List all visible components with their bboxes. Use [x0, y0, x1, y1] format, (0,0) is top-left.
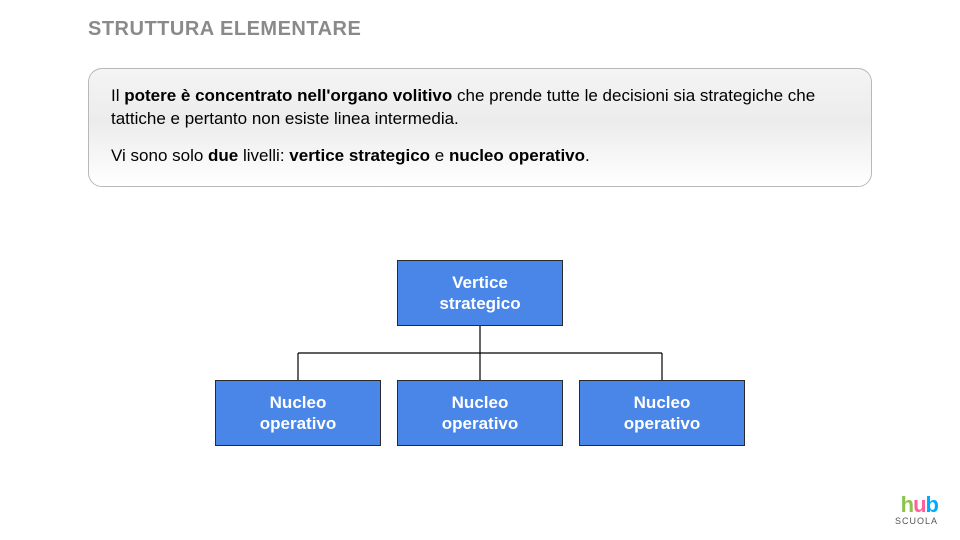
- logo-letter-u: u: [913, 492, 925, 517]
- chart-node-root: Verticestrategico: [397, 260, 563, 326]
- logo-letter-h: h: [901, 492, 913, 517]
- text: Vi sono solo: [111, 146, 208, 165]
- text-bold: potere è concentrato nell'organo volitiv…: [124, 86, 452, 105]
- brand-logo: hub SCUOLA: [895, 492, 938, 526]
- description-box: Il potere è concentrato nell'organo voli…: [88, 68, 872, 187]
- text: Il: [111, 86, 124, 105]
- text-bold: vertice strategico: [289, 146, 430, 165]
- page-title: STRUTTURA ELEMENTARE: [88, 18, 361, 41]
- description-p2: Vi sono solo due livelli: vertice strate…: [111, 145, 849, 168]
- text-bold: nucleo operativo: [449, 146, 585, 165]
- logo-wordmark: hub: [895, 492, 938, 518]
- text: e: [430, 146, 449, 165]
- text-bold: due: [208, 146, 238, 165]
- text: livelli:: [238, 146, 289, 165]
- description-p1: Il potere è concentrato nell'organo voli…: [111, 85, 849, 131]
- text: .: [585, 146, 590, 165]
- org-chart: VerticestrategicoNucleooperativoNucleoop…: [0, 260, 960, 470]
- logo-subtext: SCUOLA: [895, 516, 938, 526]
- chart-node-c3: Nucleooperativo: [579, 380, 745, 446]
- chart-node-c2: Nucleooperativo: [397, 380, 563, 446]
- logo-letter-b: b: [926, 492, 938, 517]
- chart-node-c1: Nucleooperativo: [215, 380, 381, 446]
